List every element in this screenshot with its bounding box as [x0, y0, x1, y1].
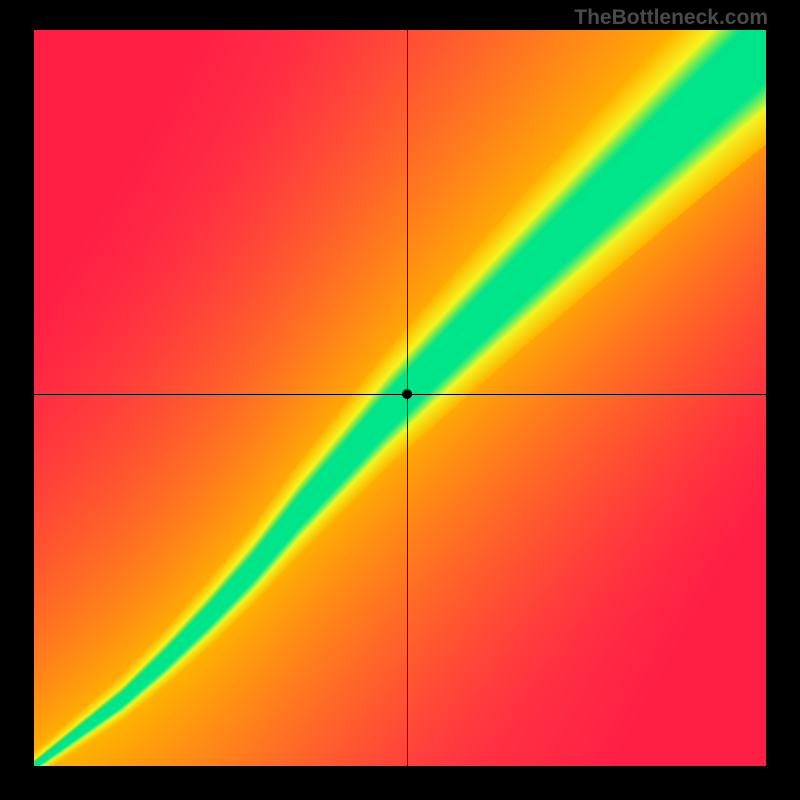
crosshair-horizontal: [34, 394, 766, 395]
bottleneck-heatmap: [34, 30, 766, 766]
datapoint-marker: [402, 389, 412, 399]
chart-container: TheBottleneck.com: [0, 0, 800, 800]
watermark-text: TheBottleneck.com: [574, 6, 768, 30]
plot-area: [34, 30, 766, 766]
